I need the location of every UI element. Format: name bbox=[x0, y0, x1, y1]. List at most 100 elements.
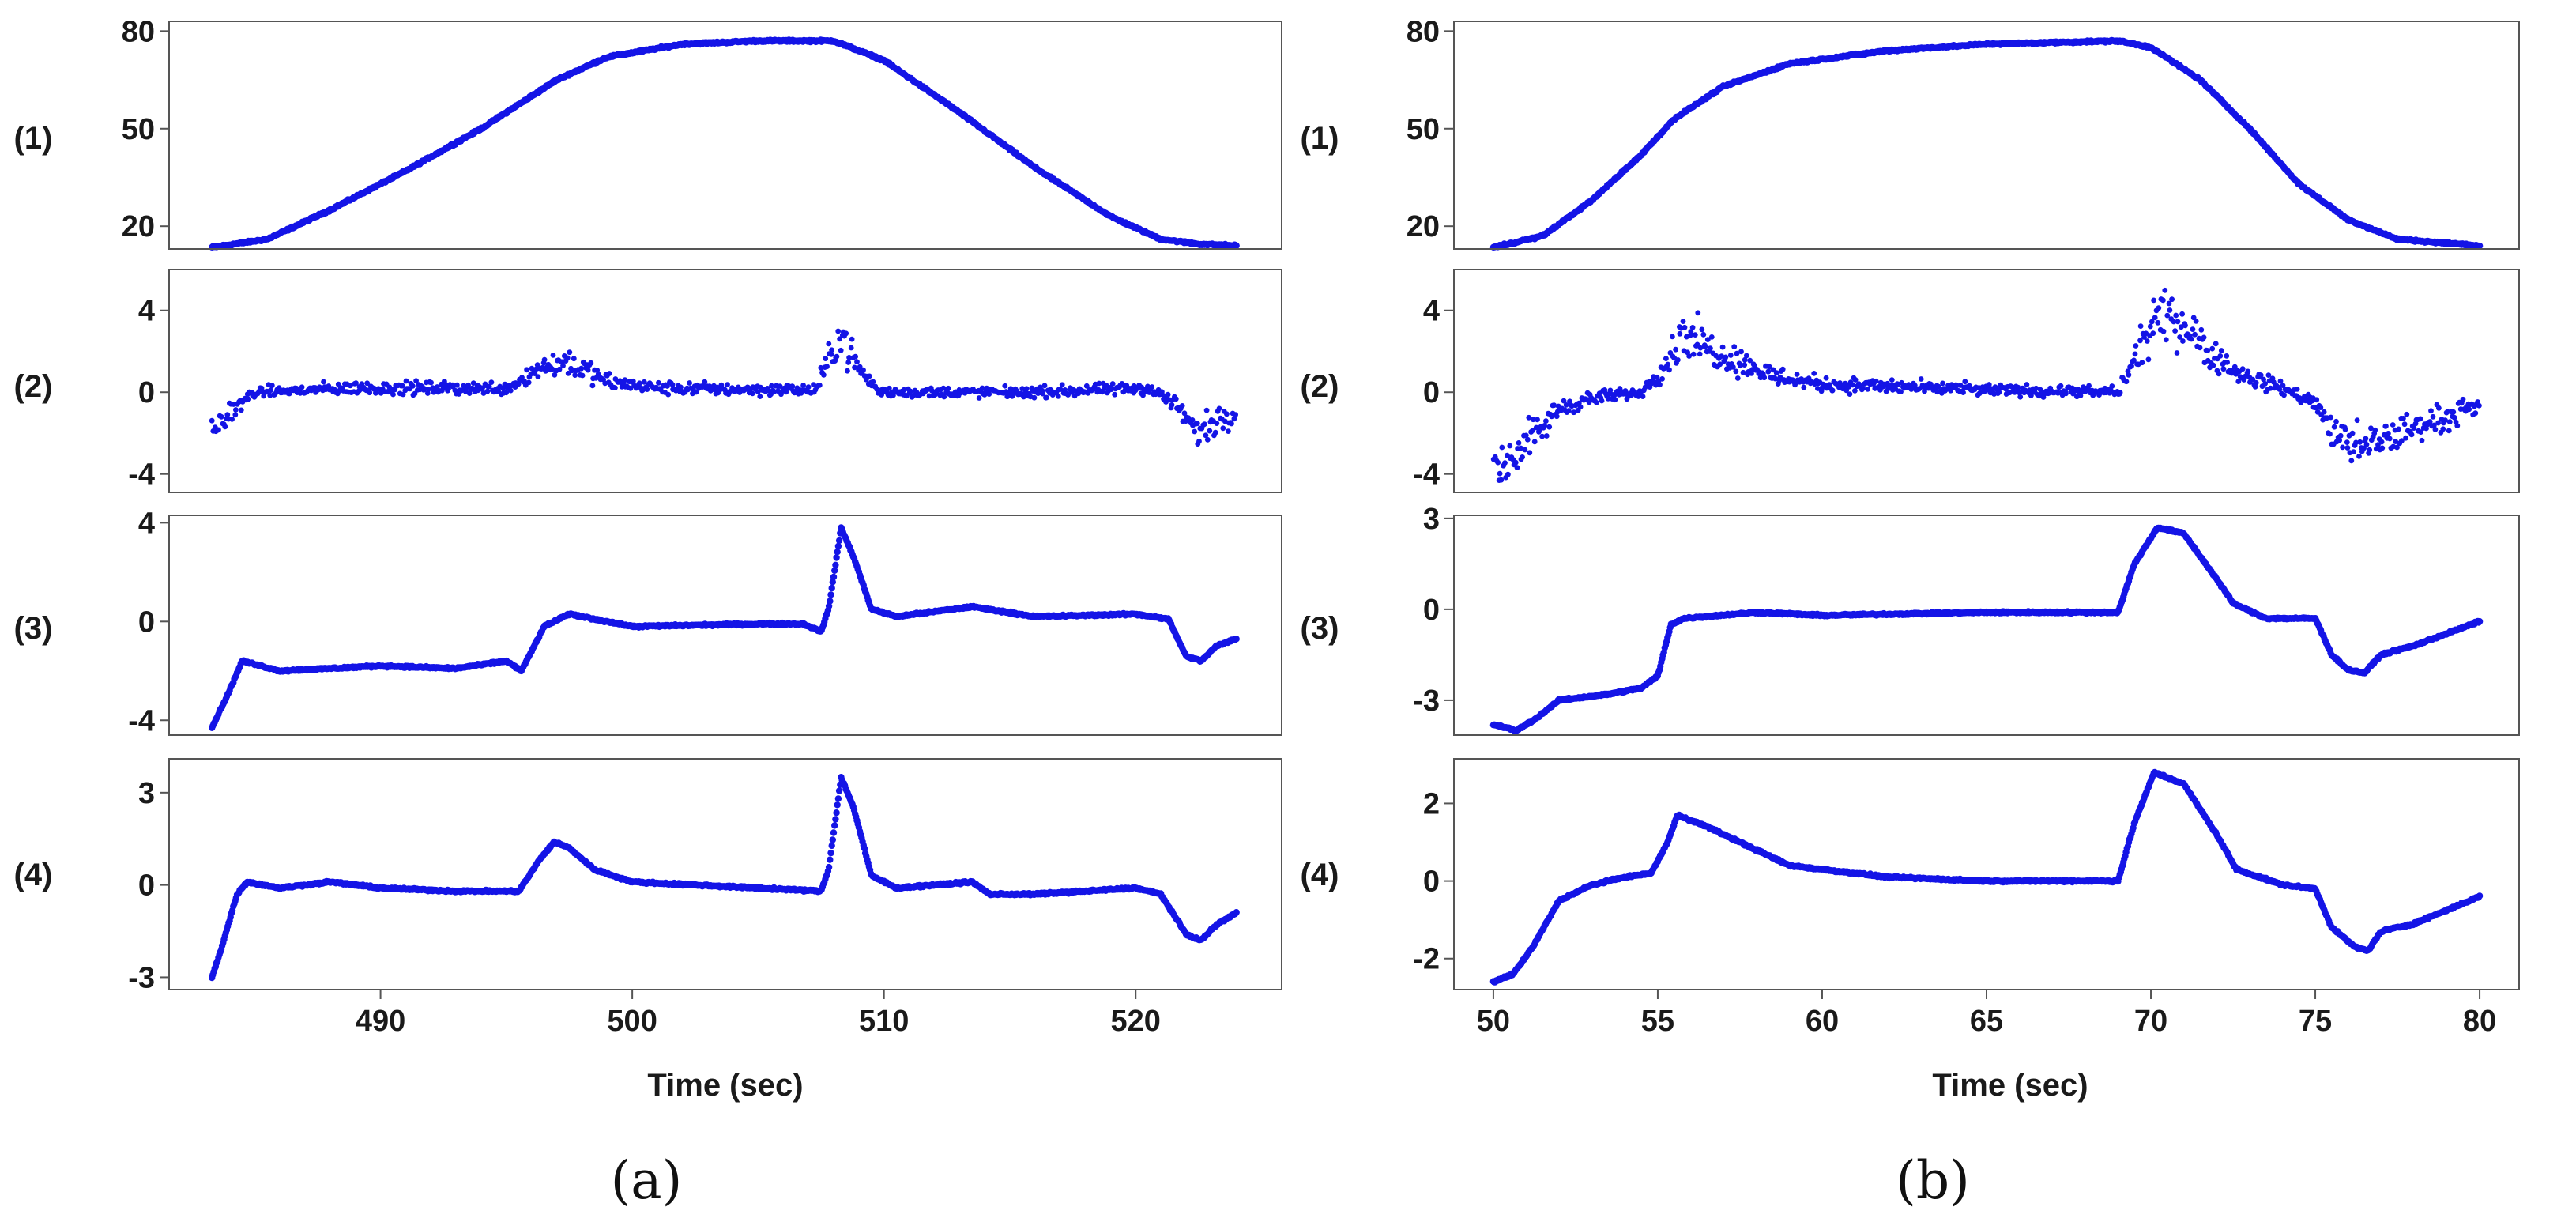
chart-a-panel-2-point bbox=[507, 387, 514, 394]
chart-a-xtick-label: 510 bbox=[859, 1005, 909, 1038]
chart-a-panel-2-point bbox=[484, 388, 491, 394]
chart-a-panel-4-point bbox=[825, 863, 833, 871]
chart-a-panel-4-ytick-label: -3 bbox=[128, 961, 155, 994]
chart-a-panel-2-point bbox=[1224, 411, 1230, 417]
chart-a-panel-2-point bbox=[1112, 391, 1118, 398]
chart-a-panel-2-point bbox=[579, 372, 586, 379]
chart-b-panel-1-marks bbox=[1489, 36, 2484, 251]
chart-a-panel-3-point bbox=[834, 542, 842, 550]
chart-a-panel-2-point bbox=[246, 396, 252, 402]
chart-a-panel-2-point bbox=[525, 379, 532, 386]
chart-a-panel-2-point bbox=[209, 417, 215, 424]
chart-a-panel-2-label: (2) bbox=[14, 369, 53, 404]
chart-a-panel-2-point bbox=[1059, 382, 1065, 388]
chart-a-panel-2-point bbox=[564, 355, 571, 361]
chart-a-panel-4: (4) -303 bbox=[14, 758, 1282, 994]
chart-b-panel-1-ytick-label: 20 bbox=[1407, 210, 1440, 243]
chart-a-panel-2-point bbox=[428, 379, 434, 386]
chart-a-panel-2-point bbox=[853, 353, 858, 360]
chart-a-panel-2-point bbox=[848, 345, 854, 351]
chart-a-panel-2-frame bbox=[168, 269, 1282, 493]
chart-a-panel-2-point bbox=[976, 395, 982, 401]
chart-a-panel-4-frame bbox=[168, 758, 1282, 990]
chart-a-panel-2-point bbox=[567, 349, 573, 356]
chart-a-panel-1-point bbox=[1233, 242, 1240, 249]
chart-a-panel-2-point bbox=[1023, 386, 1030, 392]
chart-a-panel-3-point bbox=[828, 584, 835, 592]
chart-a-panel-2-point bbox=[488, 379, 495, 385]
chart-a-panel-3-point bbox=[827, 598, 834, 605]
chart-a-panel-4-point bbox=[833, 809, 840, 817]
chart-a-panel-3-ytick-label: 0 bbox=[138, 605, 155, 639]
chart-a-panel-2-point bbox=[1002, 383, 1008, 389]
chart-a-panel-2-point bbox=[578, 365, 585, 372]
chart-a-panel-2-point bbox=[622, 377, 628, 383]
chart-a-panel-2-point bbox=[222, 424, 228, 430]
chart-a-panel-3-label: (3) bbox=[14, 611, 53, 646]
chart-a-panel-4-ytick-label: 0 bbox=[138, 869, 155, 903]
chart-a-panel-2-point bbox=[835, 328, 842, 334]
chart-a-panel-4-marks bbox=[209, 774, 1240, 982]
chart-a-panel-2-point bbox=[1055, 394, 1061, 399]
chart-a-panel-2-point bbox=[986, 391, 992, 397]
chart-b-panel-1-label: (1) bbox=[1301, 121, 1339, 156]
chart-a-panel-2-point bbox=[854, 359, 860, 365]
chart-a-panel-2-point bbox=[571, 356, 577, 362]
chart-a-panel-1-ytick-label: 50 bbox=[122, 113, 155, 146]
chart-a-panel-2-point bbox=[606, 371, 612, 376]
chart-a-panel-4-point bbox=[832, 816, 839, 823]
chart-a-panel-4-point bbox=[828, 842, 835, 850]
chart-a-panel-2-point bbox=[524, 367, 529, 373]
chart-a-panel-2-point bbox=[589, 383, 596, 389]
chart-a-panel-2-point bbox=[403, 378, 409, 384]
chart-a-panel-2-point bbox=[829, 347, 834, 353]
chart-a-panel-3-point bbox=[832, 561, 839, 568]
chart-a-panel-2-point bbox=[665, 391, 672, 398]
chart-a-panel-3-point bbox=[831, 567, 838, 574]
chart-a-panel-2-point bbox=[1169, 402, 1175, 408]
chart-a-panel-2-point bbox=[268, 387, 273, 394]
chart-a-panel-2-ytick-label: 0 bbox=[138, 376, 155, 409]
chart-a-panel-2-point bbox=[1216, 405, 1222, 412]
chart-b-panel-1-ytick-label: 80 bbox=[1407, 15, 1440, 48]
chart-a-panel-1-label: (1) bbox=[14, 121, 53, 156]
chart-a-panel-2-point bbox=[1196, 438, 1202, 444]
chart-a-panel-2-point bbox=[1179, 403, 1185, 409]
chart-a-panel-2-point bbox=[823, 356, 829, 361]
chart-a-panel-2-point bbox=[800, 383, 806, 388]
chart-a-panel-2-point bbox=[232, 412, 239, 418]
chart-a-panel-4-yticks: -303 bbox=[128, 777, 169, 994]
chart-a-panel-4-point bbox=[1233, 909, 1240, 916]
chart-a-panel-2-point bbox=[1229, 421, 1234, 427]
chart-a-panel-2-point bbox=[299, 384, 305, 390]
chart-a-panel-2-marks bbox=[209, 328, 1238, 447]
chart-a-panel-2-point bbox=[535, 374, 541, 379]
chart-a-xtick-label: 500 bbox=[607, 1005, 657, 1038]
chart-a-panel-4-point bbox=[834, 795, 842, 802]
chart-a-panel-3-point bbox=[835, 537, 843, 545]
chart-a-panel-2-point bbox=[454, 382, 460, 388]
chart-a-panel-2-point bbox=[816, 383, 823, 388]
chart-a-panel-2-point bbox=[1214, 421, 1220, 426]
chart-a-xtick-label: 490 bbox=[356, 1005, 405, 1038]
chart-a-panel-2-point bbox=[560, 363, 566, 369]
chart-a-panel-3-ytick-label: -4 bbox=[128, 704, 155, 737]
chart-b-panel-1-ytick-label: 50 bbox=[1407, 113, 1440, 146]
chart-a-panel-4-point bbox=[827, 849, 834, 857]
chart-a-panel-2-point bbox=[644, 387, 650, 392]
chart-a-panel-2-point bbox=[1226, 428, 1231, 434]
chart-a-panel-2-point bbox=[218, 413, 224, 420]
chart-a-panel-2-point bbox=[849, 336, 855, 342]
chart-a-panel-2-point bbox=[834, 353, 840, 360]
chart-a-panel-2-point bbox=[843, 330, 849, 337]
chart-a-panel-2-point bbox=[216, 427, 221, 433]
chart-a-panel-2-point bbox=[749, 390, 755, 397]
chart-a-panel-2: (2) -404 bbox=[14, 269, 1282, 493]
chart-a-panel-3-ytick-label: 4 bbox=[138, 507, 155, 540]
chart-a-panel-2-point bbox=[233, 407, 239, 413]
chart-a-panel-2-point bbox=[866, 373, 872, 379]
chart-a-panel-3-point bbox=[1233, 636, 1240, 643]
